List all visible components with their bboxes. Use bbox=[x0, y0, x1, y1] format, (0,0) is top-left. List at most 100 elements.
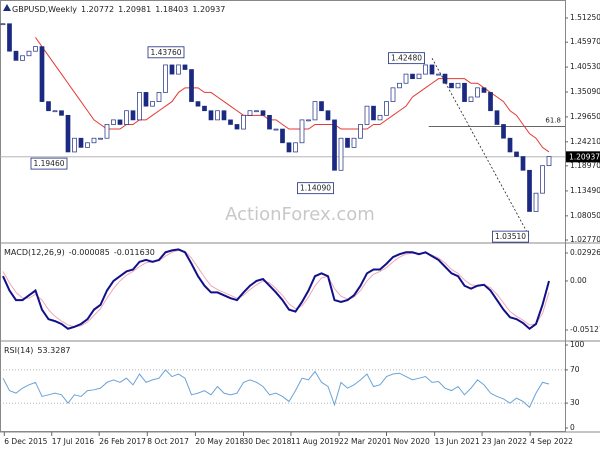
x-tick-label: 22 Mar 2020 bbox=[339, 437, 387, 446]
y-tick-label: 70 bbox=[570, 365, 580, 374]
reading: 1.20937 bbox=[192, 5, 225, 14]
candle bbox=[228, 119, 233, 125]
candle bbox=[494, 110, 500, 125]
candle bbox=[390, 87, 396, 102]
candle bbox=[195, 101, 201, 107]
chart-icon bbox=[3, 4, 11, 11]
candle bbox=[423, 64, 428, 75]
watermark: ActionForex.com bbox=[225, 204, 375, 225]
annotation-label: 1.43760 bbox=[150, 48, 181, 57]
candle bbox=[306, 119, 311, 122]
panel-header: MACD(12,26,9) -0.000085 -0.011630 bbox=[4, 248, 155, 257]
candle bbox=[124, 110, 129, 125]
candle bbox=[540, 165, 545, 194]
x-tick-label: 30 Dec 2018 bbox=[243, 437, 291, 446]
candle bbox=[527, 169, 532, 212]
candle bbox=[488, 92, 493, 112]
reading: 1.20772 bbox=[81, 5, 114, 14]
annotation-box bbox=[30, 157, 68, 170]
annotation-label: 1.03510 bbox=[495, 232, 526, 241]
candle bbox=[319, 101, 324, 112]
x-tick-label: 6 Dec 2015 bbox=[4, 437, 47, 446]
candle bbox=[91, 137, 97, 144]
candle bbox=[117, 119, 123, 125]
candle bbox=[338, 137, 344, 171]
candle bbox=[286, 142, 292, 153]
candle bbox=[59, 110, 64, 116]
candle bbox=[33, 46, 38, 52]
x-tick-label: 11 Aug 2019 bbox=[291, 437, 339, 446]
candle bbox=[234, 124, 240, 130]
candle bbox=[130, 110, 136, 121]
candle bbox=[13, 50, 19, 61]
candle bbox=[332, 119, 337, 171]
y-tick-label: 1.08050 bbox=[570, 211, 600, 220]
y-tick-label: 1.13490 bbox=[570, 186, 600, 195]
candle bbox=[358, 124, 363, 139]
x-tick-label: 20 May 2018 bbox=[195, 437, 244, 446]
y-tick-label: 1.24210 bbox=[570, 137, 600, 146]
candle bbox=[150, 101, 155, 107]
x-tick-label: 26 Feb 2017 bbox=[99, 437, 146, 446]
trendline bbox=[431, 57, 530, 237]
candle bbox=[507, 137, 513, 153]
annotation-box bbox=[388, 52, 425, 65]
candle bbox=[208, 110, 214, 121]
candle bbox=[202, 105, 207, 112]
y-tick-label: 0 bbox=[570, 423, 575, 432]
x-tick-label: 17 Jul 2016 bbox=[52, 437, 95, 446]
candle bbox=[137, 92, 142, 121]
candle bbox=[299, 119, 305, 144]
x-tick-label: 23 Jan 2022 bbox=[482, 437, 527, 446]
y-tick-label: 0.00 bbox=[570, 276, 587, 285]
candle bbox=[163, 64, 168, 93]
candle bbox=[0, 23, 6, 26]
x-tick-label: 4 Sep 2022 bbox=[530, 437, 573, 446]
candle bbox=[104, 124, 110, 139]
indicator-line bbox=[2, 249, 550, 328]
reading: 1.20981 bbox=[118, 5, 151, 14]
candle bbox=[416, 73, 422, 80]
candle bbox=[312, 101, 318, 121]
candle bbox=[384, 101, 389, 116]
candle bbox=[65, 114, 71, 153]
y-tick-label: 1.02770 bbox=[570, 235, 600, 244]
candle bbox=[514, 151, 519, 157]
candle bbox=[26, 50, 32, 57]
indicator-name: RSI(14) bbox=[4, 346, 33, 355]
candle bbox=[72, 137, 77, 153]
candle bbox=[403, 73, 409, 84]
candle bbox=[293, 142, 298, 153]
candle bbox=[241, 114, 246, 130]
annotation-box bbox=[147, 46, 185, 59]
candle bbox=[143, 92, 149, 107]
moving-average bbox=[35, 37, 550, 153]
y-tick-label: 1.51250 bbox=[570, 13, 600, 22]
last-price-box bbox=[566, 151, 600, 163]
y-tick-label: -0.051279 bbox=[570, 325, 600, 334]
candle bbox=[501, 124, 506, 139]
candle bbox=[475, 87, 480, 98]
candle bbox=[462, 82, 467, 102]
candle bbox=[7, 23, 12, 52]
candle bbox=[247, 110, 253, 116]
last-price-label: 1.20937 bbox=[569, 152, 600, 161]
x-tick-label: 1 Nov 2020 bbox=[387, 437, 430, 446]
y-tick-label: 1.40530 bbox=[570, 62, 600, 71]
candle bbox=[280, 128, 285, 144]
indicator-name: GBPUSD,Weekly bbox=[12, 5, 77, 14]
candle bbox=[429, 64, 435, 75]
candle bbox=[345, 137, 350, 148]
x-tick-label: 13 Jun 2021 bbox=[435, 437, 480, 446]
plot-frame bbox=[0, 0, 566, 432]
candle bbox=[442, 73, 448, 84]
indicator-line bbox=[2, 248, 550, 331]
candle bbox=[481, 87, 487, 93]
candle bbox=[455, 82, 461, 89]
annotation-label: 1.19460 bbox=[33, 159, 64, 168]
y-tick-label: 1.35090 bbox=[570, 87, 600, 96]
candle bbox=[254, 110, 259, 113]
candle bbox=[325, 110, 331, 121]
y-tick-label: 30 bbox=[570, 398, 580, 407]
